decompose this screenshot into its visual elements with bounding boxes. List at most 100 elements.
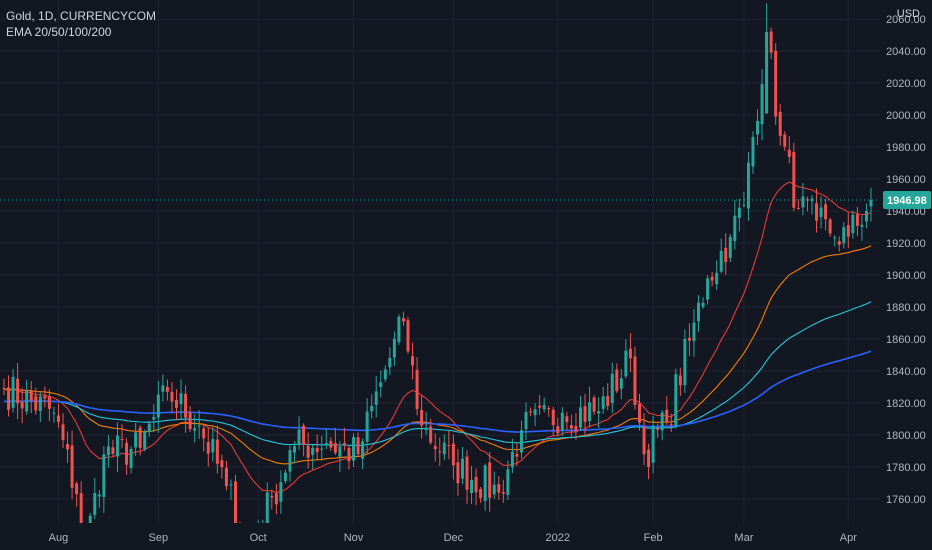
candle — [288, 445, 292, 482]
x-tick-label-6: Feb — [644, 532, 663, 544]
candle-body — [479, 489, 483, 498]
candle-body — [93, 493, 97, 515]
candle — [515, 443, 519, 467]
candle — [533, 402, 537, 426]
candle — [737, 198, 741, 232]
candle-body — [347, 447, 351, 462]
candle-body — [687, 337, 691, 341]
candle — [188, 406, 192, 432]
y-tick-label-13: 2020.00 — [886, 78, 926, 90]
candle-body — [837, 241, 841, 245]
candle-body — [138, 427, 142, 448]
candle — [451, 434, 455, 480]
candle-body — [746, 162, 750, 209]
candle-body — [769, 31, 773, 53]
candle-body — [206, 442, 210, 454]
candle — [565, 411, 569, 430]
candle — [420, 395, 424, 439]
candle-body — [715, 272, 719, 285]
candle — [224, 460, 228, 491]
candle — [574, 413, 578, 440]
candle-body — [170, 391, 174, 402]
candle-body — [656, 428, 660, 430]
candle — [311, 444, 315, 470]
candle-body — [297, 429, 301, 445]
x-tick-label-5: 2022 — [546, 532, 570, 544]
candle — [161, 374, 165, 402]
candle — [610, 362, 614, 413]
candle — [70, 430, 74, 500]
candle-body — [819, 207, 823, 217]
candle — [320, 435, 324, 461]
candle-body — [678, 375, 682, 386]
candle — [220, 454, 224, 479]
candle — [106, 435, 110, 468]
candle-body — [234, 481, 238, 529]
candle — [370, 394, 374, 419]
candle — [338, 441, 342, 472]
candle-body — [760, 84, 764, 125]
candle-body — [125, 442, 129, 465]
candle — [660, 410, 664, 441]
symbol-label[interactable]: Gold, 1D, CURRENCYCOM — [6, 9, 157, 23]
candle — [792, 142, 796, 212]
candle — [619, 369, 623, 400]
candle-body — [165, 386, 169, 392]
candle — [447, 430, 451, 460]
candle — [274, 483, 278, 515]
candle-body — [651, 425, 655, 463]
candle — [397, 314, 401, 345]
candle-body — [120, 438, 124, 440]
candle — [347, 445, 351, 470]
candle — [75, 481, 79, 507]
candle — [202, 423, 206, 452]
candle-body — [538, 405, 542, 408]
currency-label[interactable]: USD — [896, 8, 920, 20]
candle — [43, 386, 47, 408]
candle-body — [706, 278, 710, 300]
candle — [16, 362, 20, 420]
last-price-label: 1946.98 — [887, 195, 927, 207]
candle-body — [274, 493, 278, 505]
candle — [406, 316, 410, 354]
candle — [297, 416, 301, 451]
candle-body — [665, 409, 669, 423]
candle — [193, 414, 197, 443]
candle-body — [810, 198, 814, 202]
candle — [805, 196, 809, 212]
candle-body — [470, 479, 474, 494]
candle — [474, 468, 478, 506]
candle-body — [56, 415, 60, 422]
indicator-label[interactable]: EMA 20/50/100/200 — [6, 25, 112, 39]
candle — [692, 308, 696, 357]
candle-body — [229, 484, 233, 486]
candle-body — [801, 196, 805, 208]
candle — [497, 475, 501, 500]
candle-body — [551, 409, 555, 426]
candle — [456, 449, 460, 496]
candle — [529, 407, 533, 417]
candle — [706, 275, 710, 305]
candle — [47, 389, 51, 422]
candle-body — [851, 214, 855, 234]
candle — [519, 420, 523, 459]
candle — [143, 429, 147, 452]
x-tick-label-7: Mar — [734, 532, 753, 544]
candle — [588, 386, 592, 427]
candle-body — [184, 393, 188, 418]
candle — [601, 386, 605, 414]
candle-body — [756, 120, 760, 135]
candle — [488, 451, 492, 512]
candle-body — [833, 237, 837, 239]
candle-body — [592, 397, 596, 412]
candle-body — [293, 446, 297, 453]
candle-body — [352, 437, 356, 461]
candle-body — [674, 374, 678, 427]
candle-body — [397, 316, 401, 343]
candle-body — [406, 320, 410, 352]
candle-body — [451, 443, 455, 466]
candle — [442, 434, 446, 461]
candle-body — [828, 219, 832, 234]
candle-body — [329, 440, 333, 448]
